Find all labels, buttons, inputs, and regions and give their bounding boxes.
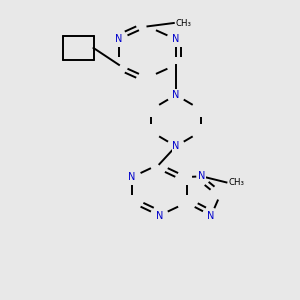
Text: N: N <box>198 171 206 181</box>
Text: N: N <box>156 211 163 220</box>
Text: N: N <box>172 141 180 151</box>
Text: N: N <box>172 34 180 44</box>
Text: N: N <box>128 172 136 182</box>
Text: CH₃: CH₃ <box>228 178 244 187</box>
Text: CH₃: CH₃ <box>176 19 191 28</box>
Text: N: N <box>115 34 123 44</box>
Text: N: N <box>208 211 215 220</box>
Text: N: N <box>172 90 180 100</box>
